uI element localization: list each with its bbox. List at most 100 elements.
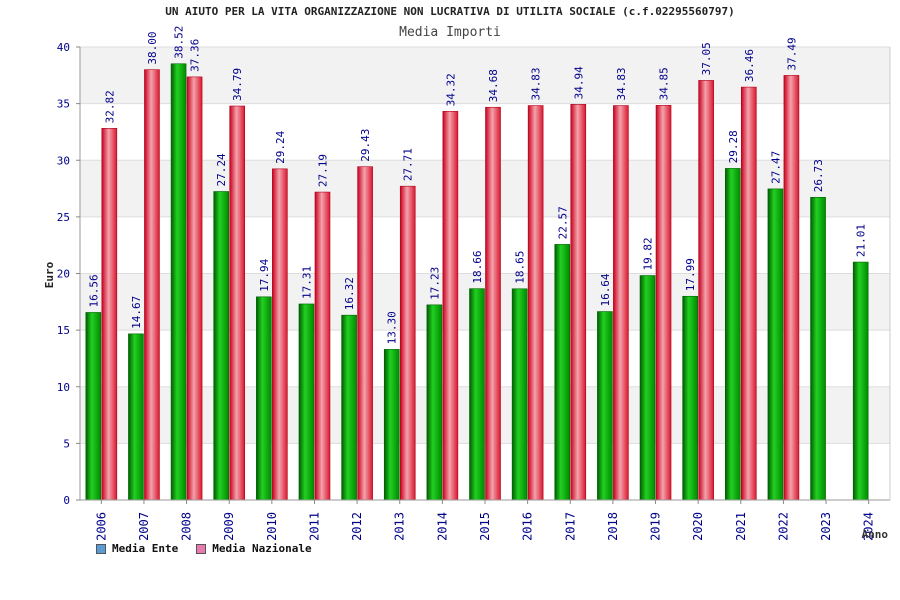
bar-media-ente (767, 188, 784, 501)
x-tick-label: 2014 (435, 512, 449, 541)
value-label-media-ente: 26.73 (812, 159, 825, 192)
bar-media-nazionale (613, 105, 629, 501)
value-label-media-nazionale: 34.83 (615, 67, 628, 100)
value-label-media-nazionale: 34.68 (487, 69, 500, 102)
bar-media-nazionale (485, 106, 501, 501)
bar-media-ente (85, 312, 102, 501)
legend-item-media-ente: Media Ente (96, 542, 178, 555)
value-label-media-nazionale: 34.79 (231, 68, 244, 101)
y-tick-label: 35 (57, 98, 70, 111)
value-label-media-ente: 27.24 (215, 153, 228, 186)
value-label-media-ente: 22.57 (556, 206, 569, 239)
value-label-media-ente: 18.66 (471, 251, 484, 284)
value-label-media-nazionale: 34.85 (658, 67, 671, 100)
legend-label-media-ente: Media Ente (112, 542, 179, 555)
x-tick-label: 2023 (819, 512, 833, 541)
y-tick-label: 5 (63, 437, 70, 450)
y-tick-label: 10 (57, 381, 70, 394)
value-label-media-nazionale: 27.71 (402, 148, 415, 181)
bar-media-ente (256, 296, 272, 501)
legend-label-media-nazionale: Media Nazionale (212, 542, 312, 555)
value-label-media-nazionale: 32.82 (103, 90, 116, 123)
x-tick-label: 2021 (734, 512, 748, 541)
bar-media-ente (298, 303, 315, 501)
value-label-media-nazionale: 29.24 (274, 130, 287, 163)
value-label-media-nazionale: 37.49 (785, 37, 798, 70)
bar-media-nazionale (144, 69, 160, 501)
x-axis-ticks: 2006 2007 2008 2009 2010 2011 2012 2013 2014 2015… (94, 500, 876, 541)
x-tick-label: 2006 (94, 512, 108, 541)
bar-media-nazionale (272, 168, 288, 501)
legend-swatch-media-nazionale (196, 543, 207, 554)
value-label-media-ente: 18.65 (514, 251, 527, 284)
bar-media-nazionale (314, 191, 331, 501)
bar-media-nazionale (399, 185, 416, 501)
value-label-media-nazionale: 37.05 (700, 42, 713, 75)
value-labels: 16.56 32.82 14.67 38.00 38.52 37.36 27.24 34.79… (87, 26, 867, 345)
bar-media-nazionale (655, 105, 672, 501)
bar-media-ente (213, 191, 230, 501)
x-tick-label: 2010 (265, 512, 279, 541)
bar-media-ente (554, 244, 571, 501)
y-tick-label: 25 (57, 211, 70, 224)
bar-media-nazionale (229, 105, 246, 501)
value-label-media-ente: 16.64 (599, 273, 612, 306)
bar-media-ente (341, 314, 357, 501)
legend: Media Ente Media Nazionale (96, 542, 312, 555)
x-tick-label: 2007 (137, 512, 151, 541)
bar-media-ente (810, 196, 826, 501)
y-tick-label: 30 (57, 154, 70, 167)
bar-media-ente (852, 261, 869, 501)
bar-media-ente (383, 349, 400, 501)
x-tick-label: 2012 (350, 512, 364, 541)
bar-media-ente (724, 168, 741, 501)
bar-media-nazionale (570, 104, 587, 501)
value-label-media-nazionale: 38.00 (146, 32, 159, 65)
value-label-media-nazionale: 34.94 (572, 66, 585, 99)
y-tick-label: 15 (57, 324, 70, 337)
bar-media-ente (170, 63, 187, 501)
x-tick-label: 2009 (222, 512, 236, 541)
bar-media-ente (597, 311, 613, 501)
x-tick-label: 2022 (776, 512, 790, 541)
x-tick-label: 2017 (563, 512, 577, 541)
value-label-media-ente: 19.82 (642, 237, 655, 270)
chart-subtitle: Media Importi (399, 25, 501, 40)
y-tick-label: 0 (63, 494, 70, 507)
bar-media-ente (426, 304, 443, 501)
bar-media-nazionale (527, 105, 544, 501)
value-label-media-ente: 14.67 (130, 296, 143, 329)
value-label-media-ente: 13.30 (386, 311, 399, 344)
y-tick-label: 20 (57, 268, 70, 281)
value-label-media-ente: 27.47 (769, 151, 782, 184)
value-label-media-nazionale: 34.83 (530, 67, 543, 100)
bar-media-ente (682, 295, 698, 501)
bar-media-nazionale (442, 111, 459, 501)
x-tick-label: 2008 (180, 512, 194, 541)
value-label-media-nazionale: 27.19 (316, 154, 329, 187)
value-label-media-ente: 29.28 (727, 130, 740, 163)
y-tick-label: 40 (57, 41, 70, 54)
y-axis-title: Euro (43, 261, 56, 288)
value-label-media-ente: 38.52 (173, 26, 186, 59)
bar-media-nazionale (783, 75, 800, 501)
value-label-media-ente: 17.31 (300, 266, 313, 299)
x-axis-title: Anno (862, 528, 889, 541)
bar-media-nazionale (101, 128, 118, 501)
value-label-media-ente: 16.56 (87, 274, 100, 307)
x-tick-label: 2018 (606, 512, 620, 541)
bar-media-ente (128, 333, 144, 501)
bar-media-ente (639, 275, 656, 501)
x-tick-label: 2015 (478, 512, 492, 541)
bar-media-nazionale (698, 80, 714, 501)
value-label-media-nazionale: 34.32 (444, 73, 457, 106)
value-label-media-nazionale: 36.46 (743, 49, 756, 82)
value-label-media-ente: 17.94 (258, 258, 271, 291)
value-label-media-ente: 17.23 (428, 267, 441, 300)
x-tick-label: 2016 (521, 512, 535, 541)
value-label-media-ente: 16.32 (343, 277, 356, 310)
bar-series (85, 63, 869, 501)
bar-media-ente (469, 288, 485, 501)
x-tick-label: 2020 (691, 512, 705, 541)
